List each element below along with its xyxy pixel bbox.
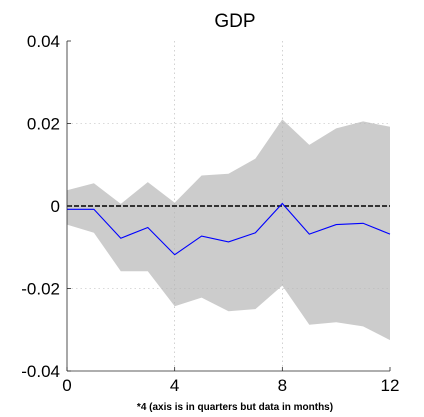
y-tick-label: -0.04 <box>21 362 60 381</box>
chart-title: GDP <box>214 11 255 32</box>
plot-area: 0 4 8 12 0.04 0.02 0 -0.02 -0.04 <box>21 32 399 395</box>
x-tick-label: 4 <box>170 376 179 395</box>
y-tick-label: 0.02 <box>27 115 60 134</box>
y-tick-label: 0 <box>51 197 60 216</box>
confidence-band <box>67 119 390 341</box>
y-tick-label: -0.02 <box>21 280 60 299</box>
x-tick-label: 12 <box>381 376 400 395</box>
x-axis-note: *4 (axis is in quarters but data in mont… <box>137 402 333 413</box>
x-tick-label: 8 <box>278 376 287 395</box>
x-tick-label: 0 <box>62 376 71 395</box>
y-tick-label: 0.04 <box>27 32 60 51</box>
gdp-response-line <box>67 202 391 256</box>
